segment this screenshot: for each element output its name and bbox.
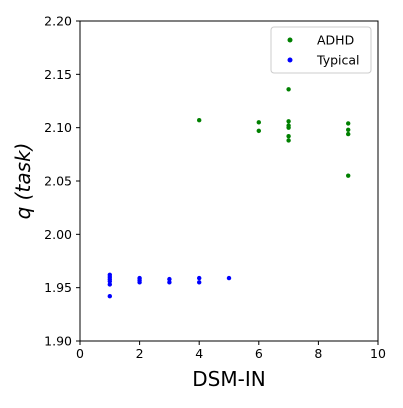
x-tick-label: 2 (136, 346, 144, 361)
x-tick-label: 8 (314, 346, 322, 361)
y-tick-label: 2.15 (44, 67, 72, 82)
y-tick-label: 1.95 (44, 280, 72, 295)
data-point-typical (226, 275, 232, 281)
y-tick-label: 2.10 (44, 120, 72, 135)
legend: ADHD Typical (270, 26, 372, 74)
x-tick-label: 10 (370, 346, 386, 361)
x-axis-label: DSM-IN (192, 367, 265, 391)
data-point-adhd (256, 128, 261, 134)
data-point-typical (197, 280, 202, 285)
y-tick-label: 1.90 (44, 334, 72, 349)
y-tick-label: 2.00 (44, 227, 72, 242)
y-axis-label: q (task) (11, 143, 35, 220)
data-point-typical (137, 280, 142, 285)
data-point-adhd (346, 131, 351, 137)
data-point-adhd (286, 119, 291, 124)
data-point-adhd (286, 134, 291, 139)
legend-box (270, 26, 372, 74)
y-tick-label: 2.05 (44, 174, 72, 189)
data-point-adhd (346, 121, 351, 126)
data-point-adhd (346, 127, 351, 132)
data-point-adhd (346, 173, 351, 178)
data-point-typical (167, 280, 172, 285)
legend-label-typical: Typical (316, 53, 360, 68)
data-point-adhd (197, 118, 202, 123)
x-tick-label: 4 (195, 346, 203, 361)
data-point-adhd (286, 125, 291, 130)
data-point-adhd (286, 87, 291, 92)
x-tick-label: 0 (76, 346, 84, 361)
legend-label-adhd: ADHD (317, 33, 354, 48)
data-point-typical (197, 275, 202, 281)
data-point-adhd (256, 120, 261, 125)
data-point-typical (107, 282, 113, 287)
data-point-typical (107, 279, 113, 284)
data-point-typical (167, 276, 172, 282)
data-point-typical (107, 294, 113, 299)
data-point-adhd (286, 138, 291, 143)
x-tick-label: 6 (255, 346, 263, 361)
legend-marker-typical (287, 57, 293, 63)
legend-marker-adhd (287, 37, 293, 43)
y-tick-label: 2.20 (44, 14, 72, 29)
